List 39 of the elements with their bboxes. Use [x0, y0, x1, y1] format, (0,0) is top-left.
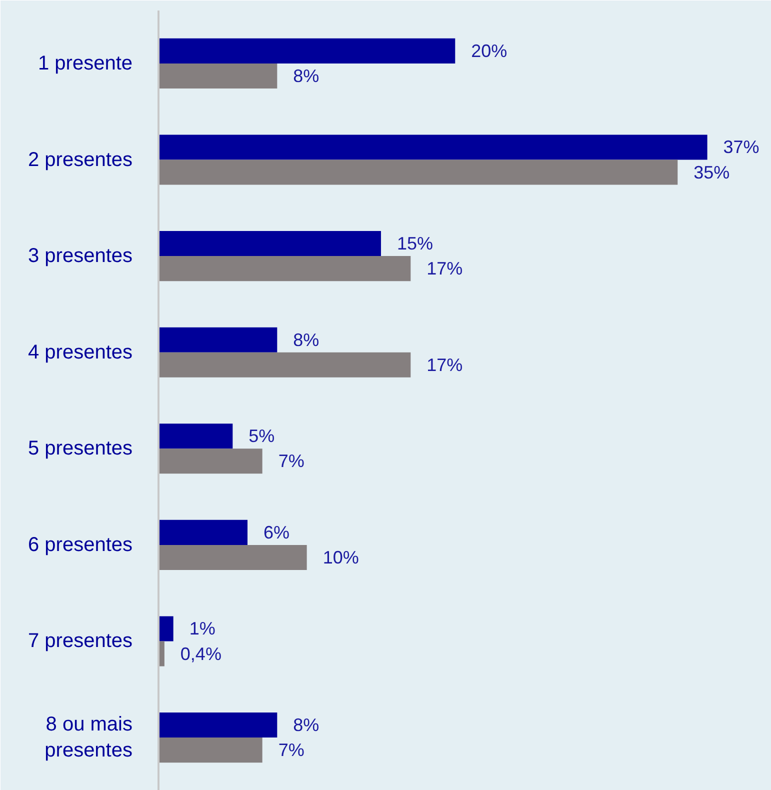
bar	[158, 448, 262, 474]
bar	[158, 327, 278, 352]
y-tick-label: 4 presentes	[28, 341, 133, 364]
bar	[158, 520, 248, 545]
data-label: 20%	[471, 40, 508, 61]
bar	[158, 256, 411, 282]
y-tick-label: 8 ou mais presentes	[44, 713, 133, 762]
data-label: 5%	[248, 426, 275, 446]
bar	[158, 424, 233, 449]
data-label: 8%	[293, 715, 320, 736]
data-label: 37%	[723, 137, 760, 158]
data-label: 7%	[278, 740, 304, 760]
data-label: 17%	[426, 354, 463, 375]
data-label: 35%	[694, 162, 730, 182]
data-label: 1%	[189, 618, 216, 639]
bar	[158, 231, 381, 256]
data-label: 7%	[278, 451, 304, 472]
data-label: 6%	[263, 522, 290, 542]
bar	[158, 63, 278, 88]
data-label: 8%	[293, 66, 320, 86]
data-label: 17%	[426, 258, 463, 279]
data-label: 10%	[322, 547, 359, 568]
bar	[158, 160, 678, 185]
bar	[158, 134, 708, 160]
bar	[158, 738, 262, 763]
data-label: 15%	[396, 234, 434, 254]
bar	[158, 712, 278, 738]
y-tick-label: 3 presentes	[28, 245, 133, 268]
bar	[158, 544, 307, 570]
y-tick-label: 5 presentes	[28, 438, 133, 460]
y-tick-label: 7 presentes	[28, 630, 133, 652]
bar	[158, 616, 174, 642]
y-tick-label: 6 presentes	[28, 534, 133, 556]
data-label: 0,4%	[180, 644, 222, 664]
bar	[158, 352, 411, 378]
bar	[158, 38, 456, 64]
data-label: 8%	[293, 330, 320, 350]
y-tick-label: 2 presentes	[28, 148, 133, 171]
y-tick-label: 1 presente	[38, 52, 133, 74]
